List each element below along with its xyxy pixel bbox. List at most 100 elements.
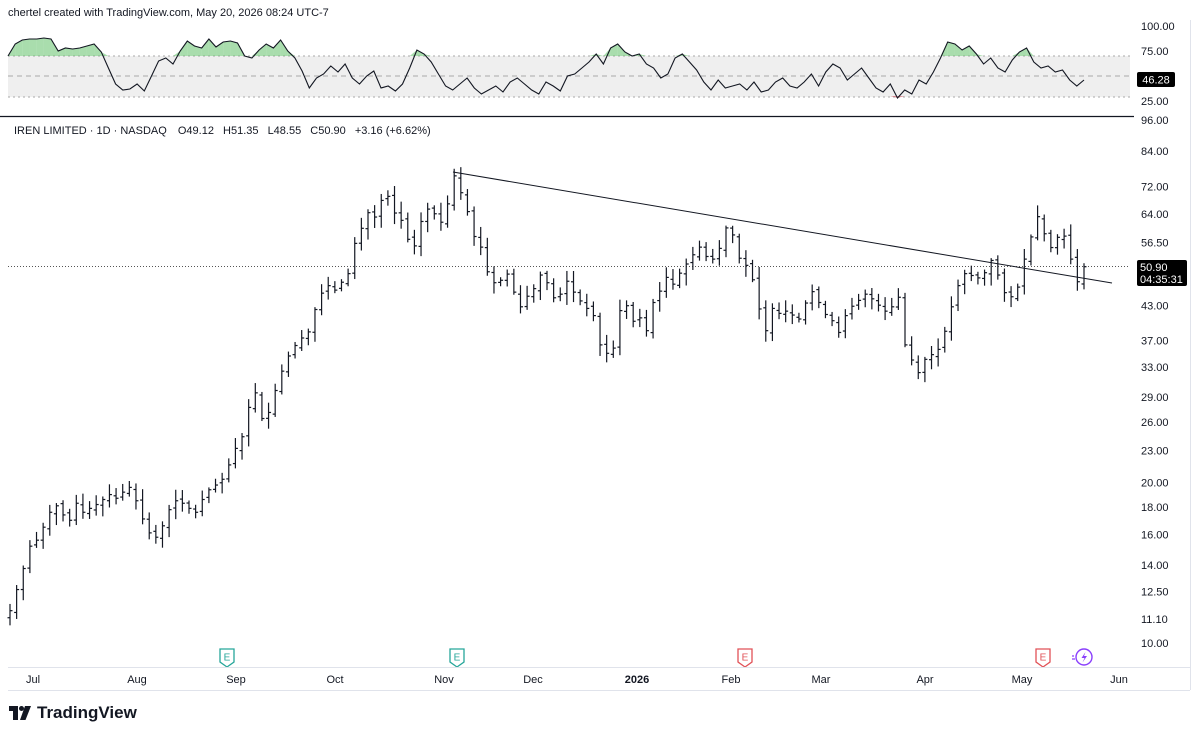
ohlc-bar bbox=[895, 288, 901, 310]
ohlc-bar bbox=[730, 225, 736, 244]
ohlc-bar bbox=[862, 289, 868, 308]
ohlc-bar bbox=[551, 278, 557, 303]
rsi-tick-label: 75.00 bbox=[1141, 46, 1169, 58]
ohlc-bar bbox=[272, 383, 278, 417]
ohlc-bar bbox=[120, 483, 126, 501]
ohlc-bar bbox=[1035, 205, 1041, 241]
ohlc-bar bbox=[378, 193, 384, 228]
ohlc-bar bbox=[597, 312, 603, 356]
ohlc-bar bbox=[822, 300, 828, 319]
last-price-tag: 50.90 04:35:31 bbox=[1137, 260, 1187, 286]
ohlc-bar bbox=[683, 258, 689, 286]
ohlc-bar bbox=[464, 189, 470, 216]
price-tick-label: 14.00 bbox=[1141, 560, 1169, 572]
ohlc-bar bbox=[305, 328, 311, 346]
ohlc-bar bbox=[252, 383, 258, 413]
price-tick-label: 26.00 bbox=[1141, 417, 1169, 429]
high-value: H51.35 bbox=[223, 125, 258, 137]
ohlc-bar bbox=[40, 522, 46, 549]
price-tick-label: 16.00 bbox=[1141, 529, 1169, 541]
ohlc-bar bbox=[624, 300, 630, 319]
rsi-overbought-fill bbox=[603, 48, 611, 56]
x-axis: Jul Aug Sep Oct Nov Dec 2026 Feb Mar Apr May Jun bbox=[26, 674, 1128, 686]
ohlc-bar bbox=[796, 312, 802, 323]
rsi-value-tag: 46.28 bbox=[1137, 72, 1175, 87]
ohlc-bar bbox=[345, 268, 351, 287]
price-tick-label: 84.00 bbox=[1141, 146, 1169, 158]
x-tick-label: Nov bbox=[434, 674, 454, 686]
earnings-marker-icon[interactable]: E bbox=[219, 648, 235, 668]
ohlc-bar bbox=[80, 493, 86, 519]
rsi-overbought-fill bbox=[72, 48, 80, 56]
ohlc-bar bbox=[710, 248, 716, 264]
rsi-overbought-fill bbox=[86, 44, 95, 56]
ohlc-bar bbox=[113, 488, 119, 505]
x-tick-label: Jun bbox=[1110, 674, 1128, 686]
ohlc-bar bbox=[438, 202, 444, 231]
ohlc-bar bbox=[716, 240, 722, 266]
last-price-label: 50.90 bbox=[1140, 262, 1168, 274]
ohlc-bar bbox=[484, 237, 490, 276]
ohlc-bar bbox=[60, 500, 66, 522]
x-tick-label: 2026 bbox=[625, 674, 649, 686]
ohlc-bar bbox=[650, 298, 656, 339]
rsi-oversold-fill bbox=[890, 96, 898, 98]
ohlc-bar bbox=[1001, 268, 1007, 302]
ohlc-bar bbox=[100, 496, 106, 517]
rsi-overbought-fill bbox=[43, 38, 52, 56]
rsi-overbought-fill bbox=[79, 46, 87, 56]
rsi-overbought-fill bbox=[596, 54, 604, 56]
ohlc-bar bbox=[159, 521, 165, 548]
ohlc-bar bbox=[332, 281, 338, 294]
ohlc-bar bbox=[915, 355, 921, 380]
ohlc-bar bbox=[677, 268, 683, 289]
ohlc-bar bbox=[803, 300, 809, 325]
ohlc-bar bbox=[405, 212, 411, 243]
rsi-overbought-fill bbox=[65, 48, 73, 56]
ohlc-bar bbox=[942, 326, 948, 353]
rsi-overbought-fill bbox=[36, 38, 44, 56]
ohlc-bar bbox=[571, 270, 577, 303]
earnings-marker-icon[interactable]: E bbox=[737, 648, 753, 668]
rsi-line bbox=[7, 37, 1085, 99]
flash-icon[interactable] bbox=[1072, 648, 1093, 666]
ohlc-bar bbox=[537, 271, 543, 301]
rsi-value-label: 46.28 bbox=[1142, 75, 1170, 87]
ohlc-bar bbox=[146, 512, 152, 540]
credit-text: chertel created with TradingView.com, Ma… bbox=[8, 7, 329, 19]
ohlc-bar bbox=[842, 309, 848, 339]
ohlc-bar bbox=[259, 391, 265, 422]
rsi-overbought-fill bbox=[208, 39, 217, 56]
ohlc-bar bbox=[365, 209, 371, 240]
low-value: L48.55 bbox=[268, 125, 302, 137]
ohlc-bar bbox=[511, 268, 517, 295]
ohlc-bar bbox=[153, 524, 159, 544]
ohlc-bar bbox=[418, 212, 424, 257]
rsi-overbought-fill bbox=[954, 44, 963, 56]
ohlc-bar bbox=[577, 289, 583, 306]
price-tick-label: 18.00 bbox=[1141, 502, 1169, 514]
ohlc-bar bbox=[239, 433, 245, 460]
price-pane: 96.0084.0072.0064.0056.5050.0043.0037.00… bbox=[7, 115, 1187, 668]
ohlc-bar bbox=[610, 340, 616, 358]
price-tick-label: 12.50 bbox=[1141, 586, 1169, 598]
ohlc-bar bbox=[875, 293, 881, 312]
ohlc-bar bbox=[67, 508, 73, 527]
ohlc-bar bbox=[962, 269, 968, 295]
rsi-tick-label: 25.00 bbox=[1141, 96, 1169, 108]
ohlc-bar bbox=[458, 167, 464, 200]
ohlc-bar bbox=[352, 237, 358, 280]
rsi-overbought-fill bbox=[29, 39, 37, 56]
price-tick-label: 96.00 bbox=[1141, 115, 1169, 127]
ohlc-bar bbox=[909, 336, 915, 366]
rsi-overbought-fill bbox=[280, 40, 288, 56]
ohlc-bar bbox=[504, 269, 510, 287]
rsi-overbought-fill bbox=[94, 44, 102, 56]
brand-logo[interactable]: TradingView bbox=[9, 703, 137, 723]
x-tick-label: Feb bbox=[722, 674, 741, 686]
ohlc-bar bbox=[411, 229, 417, 255]
earnings-marker-icon[interactable]: E bbox=[1035, 648, 1051, 668]
price-bars bbox=[7, 167, 1087, 626]
earnings-marker-icon[interactable]: E bbox=[449, 648, 465, 668]
rsi-overbought-fill bbox=[230, 41, 238, 56]
